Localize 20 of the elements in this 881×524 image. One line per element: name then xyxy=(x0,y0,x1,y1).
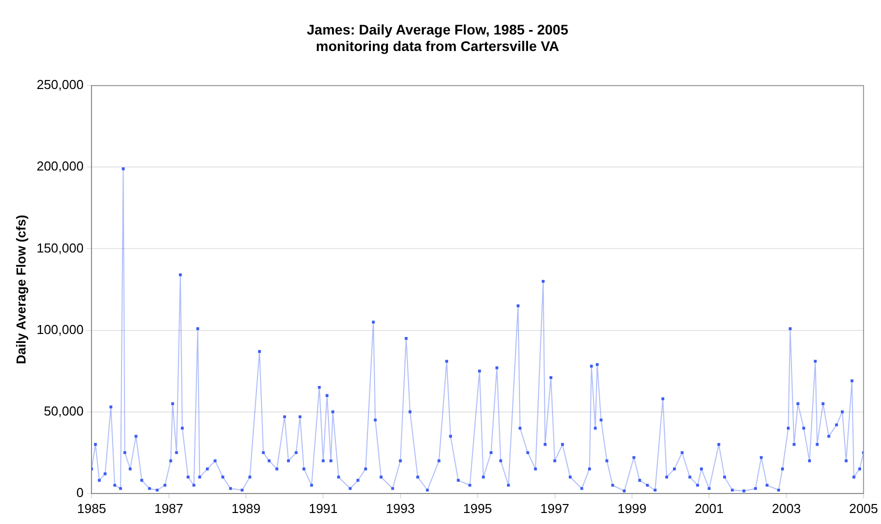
y-tick-label: 100,000 xyxy=(36,322,84,337)
x-tick-label: 1987 xyxy=(154,500,184,516)
chart-subtitle: monitoring data from Cartersville VA xyxy=(316,38,560,54)
y-axis-title: Daily Average Flow (cfs) xyxy=(13,214,28,364)
x-tick-label: 2001 xyxy=(694,500,724,516)
y-tick-label: 50,000 xyxy=(44,403,84,418)
x-tick-label: 1989 xyxy=(232,500,260,516)
x-tick-label: 1993 xyxy=(386,500,415,516)
x-tick-label: 2003 xyxy=(772,500,801,516)
x-tick-label: 1995 xyxy=(463,500,492,516)
y-tick-label: 200,000 xyxy=(36,158,84,174)
x-tick-label: 1991 xyxy=(308,500,338,516)
y-tick-label: 150,000 xyxy=(36,240,84,256)
y-tick-label: 0 xyxy=(76,484,84,500)
x-tick-label: 1985 xyxy=(77,500,106,516)
x-tick-label: 1997 xyxy=(540,500,570,516)
y-tick-label: 250,000 xyxy=(36,77,84,92)
chart-title: James: Daily Average Flow, 1985 - 2005 xyxy=(306,21,568,38)
x-tick-label: 1999 xyxy=(617,500,646,516)
x-tick-label: 2005 xyxy=(849,500,878,516)
